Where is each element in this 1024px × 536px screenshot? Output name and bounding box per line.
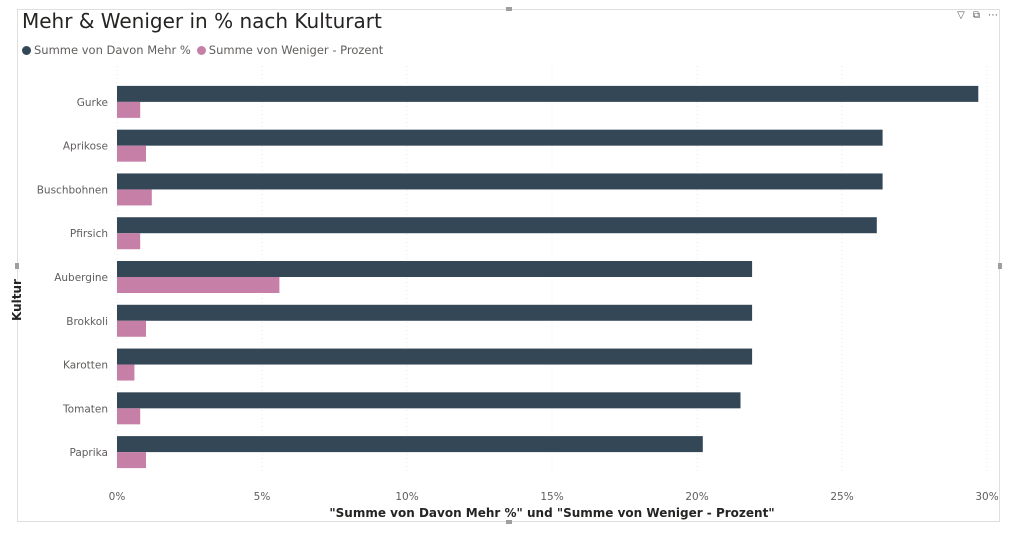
bar-mehr[interactable]: [117, 217, 877, 234]
bar-mehr[interactable]: [117, 85, 979, 102]
bar-weniger[interactable]: [117, 320, 146, 337]
category-label: Brokkoli: [66, 316, 108, 328]
category-label: Pfirsich: [70, 228, 108, 240]
x-tick-label: 30%: [975, 491, 998, 503]
chart-legend: Summe von Davon Mehr % Summe von Weniger…: [22, 43, 389, 57]
category-label: Aprikose: [63, 141, 108, 153]
legend-marker-weniger: [196, 45, 206, 55]
resize-handle-right[interactable]: [998, 263, 1002, 269]
bar-weniger[interactable]: [117, 101, 141, 118]
filter-icon[interactable]: ▽: [957, 10, 965, 21]
bar-mehr[interactable]: [117, 392, 741, 409]
resize-handle-top[interactable]: [506, 7, 512, 11]
legend-item-mehr[interactable]: Summe von Davon Mehr %: [22, 43, 191, 57]
bar-weniger[interactable]: [117, 408, 141, 425]
bar-weniger[interactable]: [117, 145, 146, 162]
category-label: Karotten: [63, 360, 108, 372]
legend-marker-mehr: [22, 45, 31, 55]
bar-weniger[interactable]: [117, 277, 280, 293]
focus-mode-icon[interactable]: ⧉: [972, 10, 980, 21]
x-tick-label: 5%: [254, 491, 271, 503]
chart-title: Mehr & Weniger in % nach Kulturart: [22, 9, 382, 33]
bar-mehr[interactable]: [117, 261, 753, 277]
category-label: Buschbohnen: [37, 184, 108, 196]
bar-weniger[interactable]: [117, 452, 146, 469]
legend-label-weniger: Summe von Weniger - Prozent: [208, 43, 384, 57]
category-label: Paprika: [69, 447, 108, 459]
bar-weniger[interactable]: [117, 364, 135, 381]
legend-item-weniger[interactable]: Summe von Weniger - Prozent: [196, 43, 384, 57]
bar-mehr[interactable]: [117, 436, 703, 453]
resize-handle-left[interactable]: [15, 263, 19, 269]
x-tick-label: 0%: [109, 491, 126, 503]
category-label: Tomaten: [62, 403, 108, 415]
resize-handle-bottom[interactable]: [506, 520, 512, 524]
visual-header-icons: ▽ ⧉ ⋯: [957, 10, 998, 22]
legend-label-mehr: Summe von Davon Mehr %: [34, 43, 191, 57]
x-tick-label: 20%: [685, 491, 708, 503]
bar-mehr[interactable]: [117, 173, 883, 190]
bar-mehr[interactable]: [117, 304, 753, 321]
bar-weniger[interactable]: [117, 189, 152, 206]
more-options-icon[interactable]: ⋯: [988, 10, 998, 21]
x-tick-label: 25%: [830, 491, 853, 503]
bar-weniger[interactable]: [117, 233, 141, 250]
category-label: Aubergine: [54, 272, 108, 284]
category-label: Gurke: [77, 97, 108, 109]
bar-mehr[interactable]: [117, 348, 753, 365]
x-tick-label: 10%: [395, 491, 418, 503]
bar-mehr[interactable]: [117, 129, 883, 146]
x-axis-title: "Summe von Davon Mehr %" und "Summe von …: [329, 506, 775, 520]
x-tick-label: 15%: [540, 491, 563, 503]
